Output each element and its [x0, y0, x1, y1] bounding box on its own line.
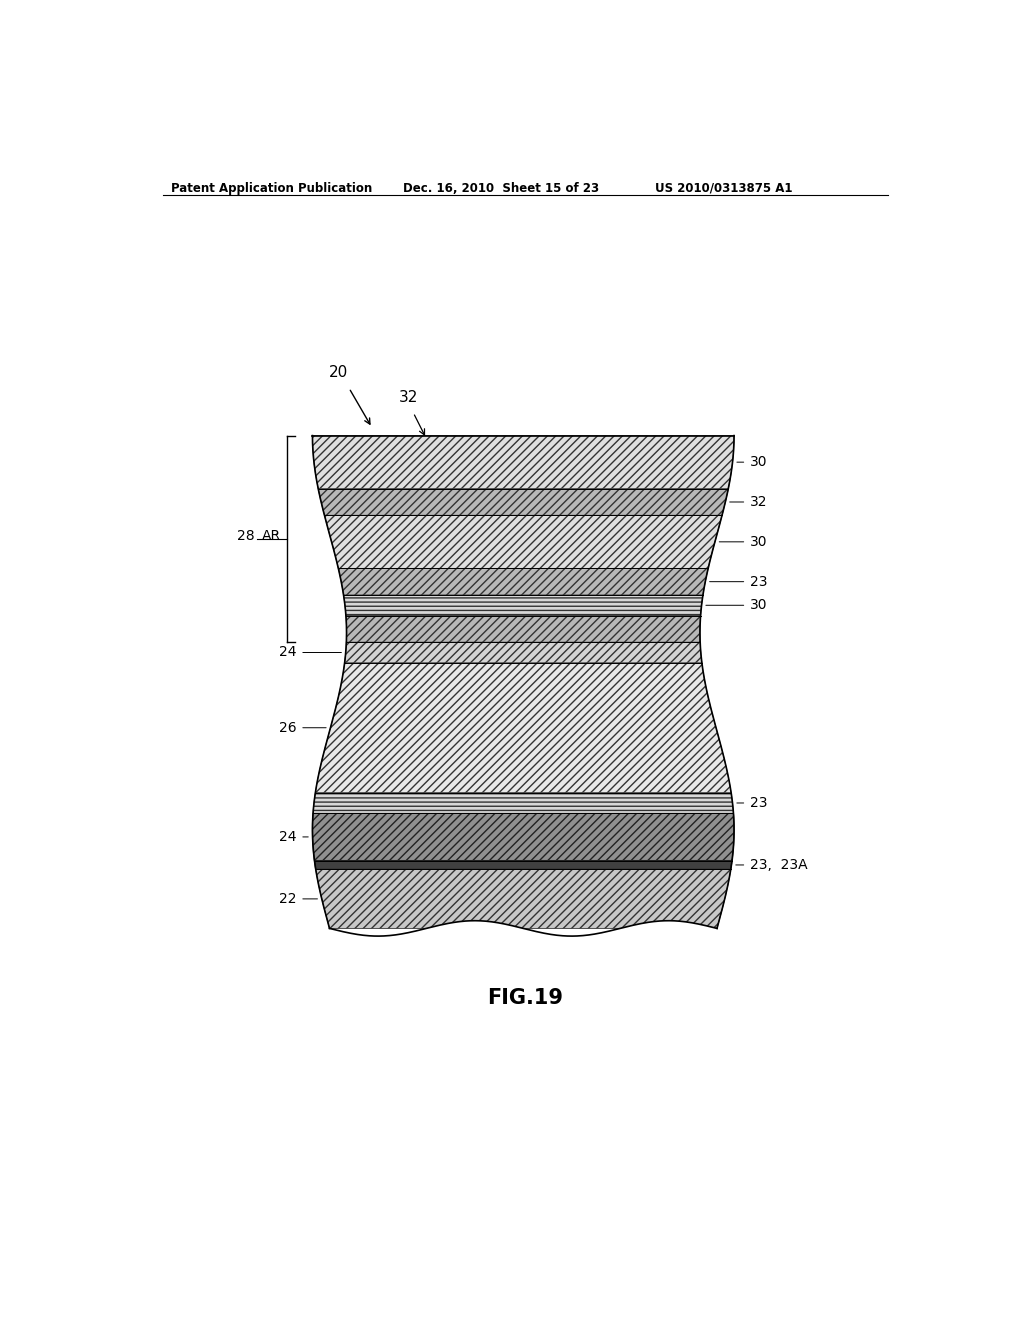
Polygon shape [312, 436, 734, 488]
Text: 23: 23 [750, 574, 767, 589]
Polygon shape [330, 921, 717, 948]
Text: Dec. 16, 2010  Sheet 15 of 23: Dec. 16, 2010 Sheet 15 of 23 [403, 182, 599, 194]
Text: 23,  23A: 23, 23A [750, 858, 807, 873]
Polygon shape [344, 595, 702, 615]
Polygon shape [338, 569, 709, 595]
Text: US 2010/0313875 A1: US 2010/0313875 A1 [655, 182, 793, 194]
Text: 24: 24 [280, 645, 297, 660]
Text: FIG.19: FIG.19 [486, 987, 563, 1007]
Polygon shape [313, 792, 733, 813]
Polygon shape [312, 813, 734, 861]
Text: 23: 23 [750, 796, 767, 810]
Text: 28: 28 [237, 529, 254, 543]
Text: 20: 20 [329, 366, 348, 380]
Polygon shape [325, 515, 722, 569]
Text: 30: 30 [750, 598, 767, 612]
Text: 26: 26 [280, 721, 297, 735]
Text: 22: 22 [280, 892, 297, 906]
Text: AR: AR [261, 529, 281, 543]
Polygon shape [346, 615, 700, 642]
Text: Patent Application Publication: Patent Application Publication [171, 182, 372, 194]
Text: 32: 32 [750, 495, 767, 510]
Text: 32: 32 [399, 389, 418, 405]
Text: 30: 30 [750, 535, 767, 549]
Polygon shape [318, 488, 728, 515]
Text: 30: 30 [750, 455, 767, 469]
Polygon shape [314, 861, 732, 870]
Polygon shape [315, 870, 731, 928]
Text: 24: 24 [280, 830, 297, 843]
Polygon shape [345, 642, 701, 663]
Polygon shape [315, 663, 731, 792]
